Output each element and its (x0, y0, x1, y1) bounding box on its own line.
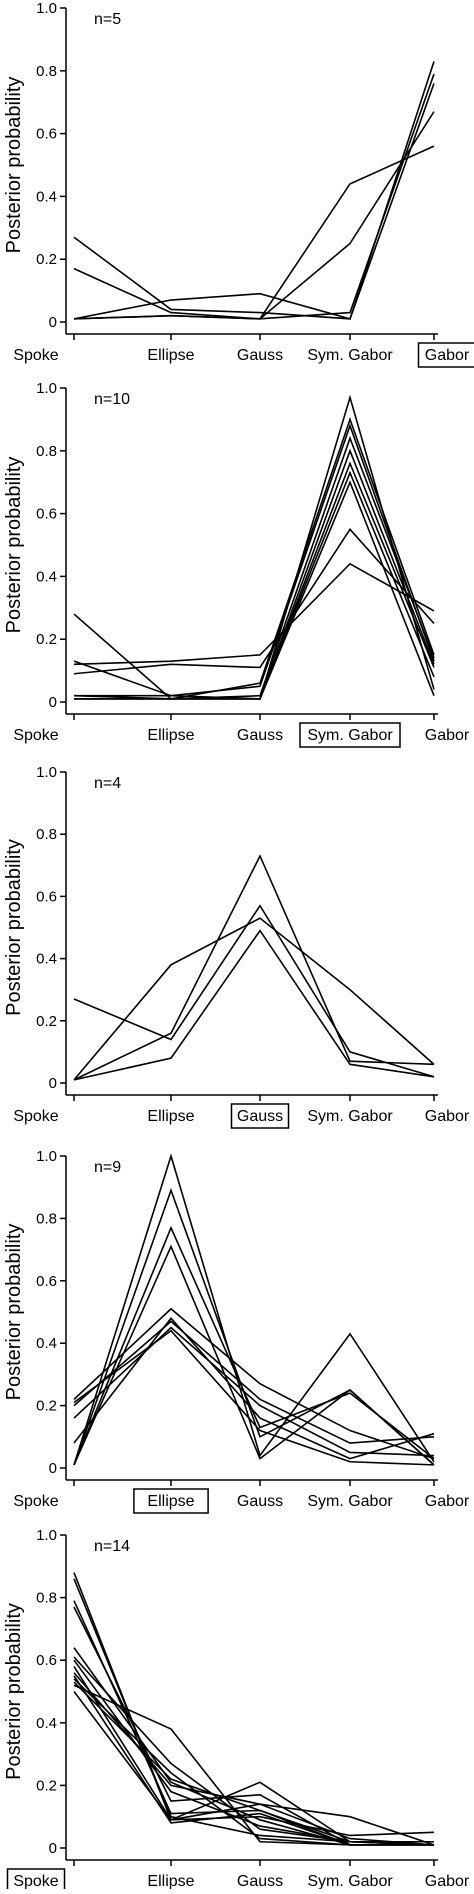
x-tick-label: Gauss (237, 1873, 283, 1889)
x-tick-label: Ellipse (147, 1108, 194, 1125)
x-tick-label: Ellipse (147, 1873, 194, 1889)
y-tick-label: 0.2 (36, 1398, 57, 1415)
x-tick-label: Gauss (237, 1108, 283, 1125)
series-line-2 (74, 918, 434, 1080)
panel-3: 0 0.2 0.4 0.6 0.8 1.0 Posterior probability Spo… (3, 764, 470, 1128)
y-tick-label: 0.2 (36, 1013, 57, 1030)
x-tick-label: Spoke (13, 727, 58, 744)
x-tick-label: Ellipse (147, 1493, 194, 1510)
x-tick-label: Sym. Gabor (307, 727, 393, 744)
y-tick-label: 0.8 (36, 443, 57, 460)
x-tick-label: Spoke (13, 1108, 58, 1125)
panel-2: 0 0.2 0.4 0.6 0.8 1.0 Posterior probability Spo… (3, 380, 470, 747)
y-tick-label: 0.8 (36, 826, 57, 843)
panel-annotation: n=5 (94, 11, 121, 28)
y-tick-label: 0.2 (36, 1777, 57, 1794)
y-tick-label: 0.6 (36, 1652, 57, 1669)
y-tick-label: 0.4 (36, 1335, 57, 1352)
x-tick-label: Gauss (237, 347, 283, 364)
panel-5: 0 0.2 0.4 0.6 0.8 1.0 Posterior probability Spo… (3, 1527, 470, 1889)
x-tick-label: Ellipse (147, 347, 194, 364)
y-axis-title: Posterior probability (3, 839, 25, 1016)
y-tick-label: 0.8 (36, 1590, 57, 1607)
series-line-4 (74, 112, 434, 319)
y-tick-label: 0.4 (36, 951, 57, 968)
y-tick-label: 0.4 (36, 1715, 57, 1732)
x-tick-label: Gauss (237, 1493, 283, 1510)
y-tick-label: 0 (49, 1075, 57, 1092)
series-line-7 (74, 438, 434, 699)
y-tick-label: 1.0 (36, 1527, 57, 1544)
y-tick-label: 0.4 (36, 568, 57, 585)
y-tick-label: 0 (49, 1460, 57, 1477)
y-tick-label: 0.6 (36, 126, 57, 143)
y-tick-label: 1.0 (36, 380, 57, 397)
panel-1: 0 0.2 0.4 0.6 0.8 1.0 Posterior probability Spo… (3, 0, 474, 367)
series-line-4 (74, 1607, 434, 1845)
x-tick-label: Ellipse (147, 727, 194, 744)
x-tick-label: Sym. Gabor (307, 1493, 393, 1510)
x-tick-label: Gabor (425, 1873, 470, 1889)
series-line-10 (74, 473, 434, 699)
panel-annotation: n=4 (94, 775, 121, 792)
y-axis-title: Posterior probability (3, 1224, 25, 1401)
x-tick-label: Sym. Gabor (307, 1108, 393, 1125)
y-axis-title: Posterior probability (3, 457, 25, 634)
x-tick-label: Sym. Gabor (307, 1873, 393, 1889)
series-line-12 (74, 1676, 434, 1845)
x-tick-label: Sym. Gabor (307, 347, 393, 364)
series-line-4 (74, 564, 434, 664)
series-line-3 (74, 1228, 434, 1465)
series-line-3 (74, 529, 434, 673)
series-line-4 (74, 1246, 434, 1464)
x-tick-label: Spoke (13, 1873, 58, 1889)
series-line-1 (74, 906, 434, 1077)
panel-annotation: n=9 (94, 1159, 121, 1176)
series-line-10 (74, 1685, 434, 1845)
x-tick-label: Spoke (13, 347, 58, 364)
y-tick-label: 0.2 (36, 251, 57, 268)
x-tick-label: Gabor (425, 1108, 470, 1125)
y-tick-label: 0.2 (36, 631, 57, 648)
series-line-5 (74, 1648, 434, 1845)
x-tick-label: Spoke (13, 1493, 58, 1510)
x-tick-label: Gabor (425, 1493, 470, 1510)
y-tick-label: 0 (49, 1840, 57, 1857)
y-axis-title: Posterior probability (3, 77, 25, 254)
y-tick-label: 0.6 (36, 506, 57, 523)
y-tick-label: 0 (49, 314, 57, 331)
panel-annotation: n=14 (94, 1538, 130, 1555)
y-tick-label: 1.0 (36, 0, 57, 17)
series-line-4 (74, 931, 434, 1080)
panel-annotation: n=10 (94, 391, 130, 408)
y-axis-title: Posterior probability (3, 1603, 25, 1780)
y-tick-label: 1.0 (36, 1148, 57, 1165)
y-tick-label: 0.6 (36, 888, 57, 905)
x-tick-label: Gabor (425, 727, 470, 744)
series-line-1 (74, 61, 434, 318)
panel-4: 0 0.2 0.4 0.6 0.8 1.0 Posterior probability Spo… (3, 1148, 470, 1513)
series-line-2 (74, 397, 434, 698)
y-tick-label: 0 (49, 694, 57, 711)
series-line-3 (74, 83, 434, 318)
y-tick-label: 1.0 (36, 764, 57, 781)
y-tick-label: 0.8 (36, 63, 57, 80)
series-line-3 (74, 856, 434, 1080)
y-tick-label: 0.8 (36, 1210, 57, 1227)
y-tick-label: 0.4 (36, 188, 57, 205)
series-line-1 (74, 1573, 434, 1845)
x-tick-label: Gauss (237, 727, 283, 744)
x-tick-label: Gabor (425, 347, 470, 364)
y-tick-label: 0.6 (36, 1273, 57, 1290)
